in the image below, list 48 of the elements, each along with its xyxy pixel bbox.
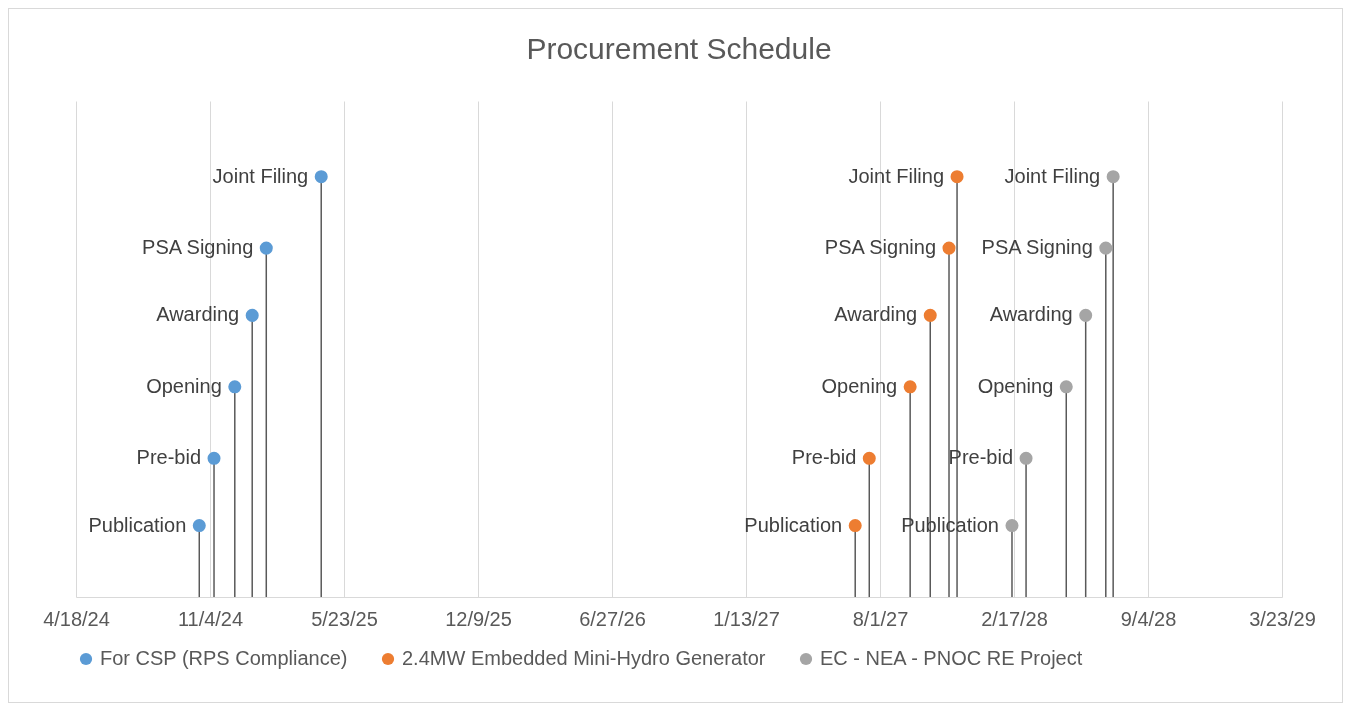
legend-label: For CSP (RPS Compliance) — [100, 647, 348, 669]
x-tick-label: 11/4/24 — [177, 607, 244, 630]
chart-title: Procurement Schedule — [526, 32, 832, 65]
point — [207, 451, 221, 465]
x-tick-label: 1/13/27 — [713, 607, 780, 630]
point — [950, 170, 964, 184]
point — [923, 308, 937, 322]
annotation: Pre-bid — [136, 446, 202, 469]
annotation: Opening — [146, 374, 222, 397]
legend-label: EC - NEA - PNOC RE Project — [820, 647, 1083, 669]
point — [192, 519, 206, 533]
annotation: Joint Filing — [1004, 164, 1101, 187]
point — [1099, 241, 1113, 255]
point — [848, 519, 862, 533]
point — [259, 241, 273, 255]
annotation: Awarding — [834, 303, 918, 326]
annotation: PSA Signing — [142, 236, 254, 259]
x-tick-label: 4/18/24 — [43, 607, 110, 630]
x-tick-label: 5/23/25 — [311, 607, 378, 630]
annotation: Joint Filing — [212, 164, 309, 187]
legend-label: 2.4MW Embedded Mini-Hydro Generator — [402, 647, 766, 669]
point — [1005, 519, 1019, 533]
point — [314, 170, 328, 184]
point — [942, 241, 956, 255]
point — [862, 451, 876, 465]
annotation: Awarding — [989, 303, 1073, 326]
x-tick-label: 12/9/25 — [445, 607, 512, 630]
x-tick-label: 2/17/28 — [981, 607, 1048, 630]
point — [903, 380, 917, 394]
x-tick-label: 6/27/26 — [579, 607, 646, 630]
annotation: Publication — [88, 513, 187, 536]
annotation: Joint Filing — [848, 164, 945, 187]
x-tick-label: 3/23/29 — [1249, 607, 1316, 630]
annotation: Opening — [977, 374, 1054, 397]
annotation: Opening — [821, 374, 898, 397]
annotation: Publication — [744, 513, 843, 536]
point — [1019, 451, 1033, 465]
point — [228, 380, 242, 394]
annotation: PSA Signing — [824, 236, 937, 259]
x-tick-label: 8/1/27 — [852, 607, 909, 630]
x-tick-label: 9/4/28 — [1120, 607, 1177, 630]
point — [1079, 308, 1093, 322]
point — [1059, 380, 1073, 394]
point — [1106, 170, 1120, 184]
annotation: Awarding — [156, 303, 240, 326]
annotation: PSA Signing — [981, 236, 1093, 259]
point — [245, 308, 259, 322]
annotation: Pre-bid — [791, 446, 857, 469]
